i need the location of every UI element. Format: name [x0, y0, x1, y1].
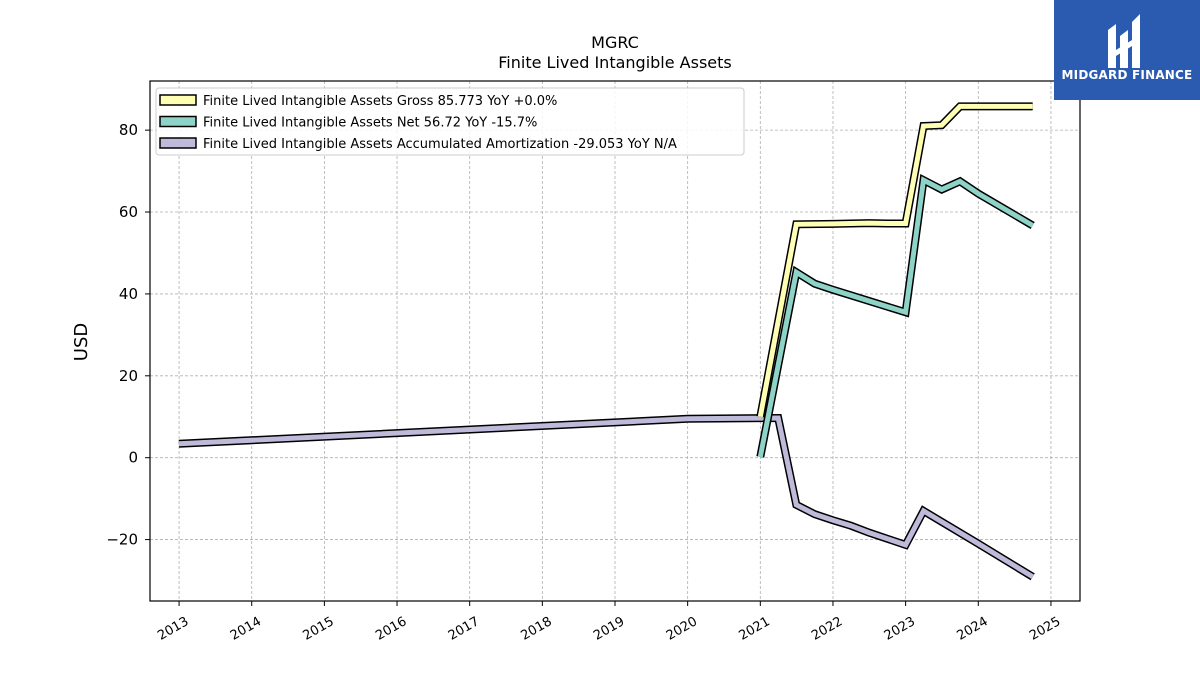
series-layer — [178, 102, 1035, 581]
y-axis-label: USD — [71, 323, 92, 361]
x-tick-label: 2014 — [228, 614, 264, 644]
logo-text: MIDGARD FINANCE — [1061, 68, 1193, 82]
x-tick-label: 2021 — [736, 614, 772, 644]
y-tick-label: 60 — [119, 203, 138, 221]
y-tick-label: 80 — [119, 121, 138, 139]
y-tick-label: 0 — [128, 449, 138, 467]
series-line-2 — [178, 413, 1035, 581]
x-tick-label: 2016 — [373, 614, 409, 644]
series-stroke — [757, 103, 1033, 418]
x-tick-label: 2022 — [809, 614, 845, 644]
legend: Finite Lived Intangible Assets Gross 85.… — [155, 87, 745, 156]
chart-title-line2: Finite Lived Intangible Assets — [498, 53, 731, 72]
series-outline — [756, 102, 1033, 418]
x-tick-label: 2024 — [954, 614, 990, 644]
x-tick-label: 2015 — [301, 614, 337, 644]
x-tick-label: 2013 — [155, 614, 191, 644]
midgard-finance-logo: MIDGARD FINANCE — [1054, 0, 1200, 100]
x-tick-label: 2023 — [882, 614, 918, 644]
x-tick-label: 2025 — [1027, 614, 1063, 644]
legend-swatch — [159, 115, 197, 128]
series-line-1 — [756, 173, 1035, 458]
series-stroke — [178, 415, 1034, 579]
x-tick-label: 2018 — [519, 614, 555, 644]
x-tick-label: 2017 — [446, 614, 482, 644]
legend-swatch — [159, 137, 197, 149]
legend-label: Finite Lived Intangible Assets Accumulat… — [203, 137, 677, 152]
y-tick-label: 40 — [119, 285, 138, 303]
x-tick-label: 2020 — [664, 614, 700, 644]
y-tick-label: 20 — [119, 367, 138, 385]
series-stroke — [757, 176, 1034, 458]
midgard-logo-icon — [1108, 14, 1140, 68]
legend-swatch — [159, 94, 197, 106]
legend-label: Finite Lived Intangible Assets Gross 85.… — [203, 94, 557, 109]
y-tick-label: −20 — [106, 531, 138, 549]
series-line-0 — [756, 102, 1033, 418]
chart-title-line1: MGRC — [591, 33, 639, 52]
legend-label: Finite Lived Intangible Assets Net 56.72… — [203, 116, 537, 131]
x-tick-label: 2019 — [591, 614, 627, 644]
series-outline — [178, 413, 1035, 581]
legend-box — [155, 87, 745, 156]
